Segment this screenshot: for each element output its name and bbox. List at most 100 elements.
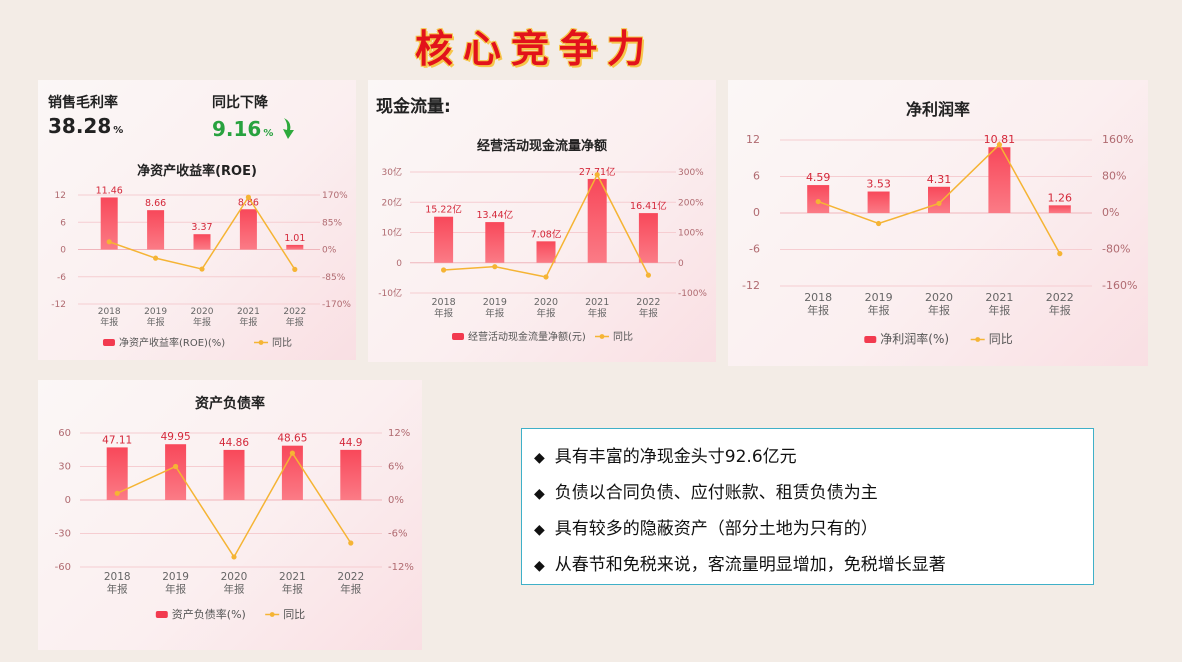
bar-value-label: 3.37: [191, 222, 212, 233]
cash-flow-heading: 现金流量:: [376, 97, 451, 117]
legend-line-label: 同比: [989, 332, 1013, 346]
y-left-tick-label: -30: [55, 529, 71, 540]
y-left-tick-label: -12: [742, 279, 760, 292]
bar: [100, 197, 118, 250]
y-left-tick-label: 0: [396, 259, 402, 269]
x-tick-sublabel: 年报: [282, 583, 303, 596]
y-right-tick-label: -170%: [322, 300, 351, 310]
yoy-point: [292, 266, 298, 272]
yoy-point: [441, 267, 447, 273]
down-arrow-icon: [283, 118, 295, 139]
yoy-label: 同比下降: [212, 95, 268, 111]
x-tick-sublabel: 年报: [1049, 303, 1071, 317]
bullet-item: ◆ 从春节和免税来说，客流量明显增加，免税增长显著: [534, 555, 946, 575]
y-right-tick-label: 80%: [1102, 170, 1126, 183]
y-right-tick-label: 0: [678, 259, 684, 269]
legend-line-label: 同比: [272, 337, 292, 349]
x-tick-label: 2022: [636, 297, 660, 308]
x-tick-sublabel: 年报: [107, 583, 128, 596]
bar-value-label: 49.95: [161, 431, 191, 443]
roe-card: 销售毛利率 38.28% 同比下降 9.16% 净资产收益率(ROE) 12 6 0…: [38, 80, 356, 360]
x-tick-label: 2022: [1046, 291, 1074, 304]
bar-value-label: 15.22亿: [425, 204, 462, 216]
legend-line-dot: [599, 334, 605, 339]
yoy-point: [996, 141, 1002, 148]
yoy-point: [231, 554, 237, 560]
yoy-point: [348, 540, 354, 546]
diamond-icon: ◆: [534, 558, 545, 574]
debt-card: 资产负债率 60 30 0 -30 -60 12% 6% 0% -6% -12% 47.11 49.9…: [38, 380, 422, 650]
x-tick-sublabel: 年报: [165, 583, 186, 596]
x-tick-sublabel: 年报: [340, 583, 361, 596]
bar-value-label: 13.44亿: [476, 209, 513, 221]
legend-line-dot: [258, 340, 264, 345]
y-right-tick-label: 0%: [1102, 206, 1119, 219]
y-left-tick-label: 30: [58, 462, 71, 473]
yoy-value: 9.16%: [212, 114, 298, 141]
bar-value-label: 4.59: [806, 171, 831, 184]
x-tick-label: 2021: [985, 291, 1013, 304]
legend-line-label: 同比: [613, 331, 633, 343]
legend-line-label: 同比: [283, 608, 305, 621]
bar-value-label: 7.08亿: [531, 228, 562, 240]
bar-value-label: 11.46: [96, 185, 123, 196]
legend-bar-label: 经营活动现金流量净额(元): [468, 330, 586, 343]
bar: [434, 216, 454, 263]
x-tick-label: 2020: [191, 307, 214, 317]
x-tick-label: 2022: [337, 571, 364, 583]
x-tick-sublabel: 年报: [147, 316, 165, 328]
bullet-item: ◆ 具有丰富的净现金头寸92.6亿元: [534, 447, 797, 467]
legend-bar-label: 资产负债率(%): [172, 607, 246, 621]
bar: [340, 449, 362, 500]
y-left-tick-label: 12: [746, 133, 760, 146]
yoy-point: [1057, 251, 1063, 257]
bar: [1048, 205, 1071, 213]
yoy-point: [815, 198, 821, 205]
x-tick-label: 2018: [432, 297, 456, 308]
bullet-box: ◆ 具有丰富的净现金头寸92.6亿元 ◆ 负债以合同负债、应付账款、租赁负债为主 ◆…: [521, 428, 1094, 585]
bar: [281, 445, 303, 500]
y-right-tick-label: 200%: [678, 198, 704, 208]
legend-bar-swatch: [155, 611, 168, 618]
x-tick-label: 2020: [534, 297, 558, 308]
bar: [928, 186, 950, 213]
x-tick-label: 2019: [483, 297, 507, 308]
y-left-tick-label: 0: [753, 206, 760, 219]
x-tick-label: 2019: [865, 291, 893, 304]
yoy-point: [114, 490, 120, 496]
y-right-tick-label: -12%: [388, 562, 414, 573]
chart-title-debt: 资产负债率: [195, 396, 265, 412]
x-tick-label: 2018: [104, 571, 131, 583]
y-right-tick-label: -160%: [1102, 279, 1137, 292]
y-right-tick-label: 170%: [322, 191, 348, 201]
x-tick-sublabel: 年报: [224, 583, 245, 596]
bar: [587, 178, 607, 263]
bar-value-label: 1.26: [1048, 191, 1073, 204]
x-tick-sublabel: 年报: [639, 308, 659, 320]
yoy-point: [199, 266, 205, 272]
bar-value-label: 4.31: [927, 173, 952, 186]
x-tick-sublabel: 年报: [434, 308, 454, 320]
y-left-tick-label: 30亿: [382, 166, 402, 178]
y-left-tick-label: 20亿: [382, 196, 402, 208]
bullet-item: ◆ 具有较多的隐蔽资产（部分土地为只有的）: [534, 519, 878, 539]
y-left-tick-label: 6: [753, 170, 760, 183]
yoy-point: [594, 172, 600, 178]
x-tick-sublabel: 年报: [239, 316, 257, 328]
x-tick-label: 2021: [237, 307, 260, 317]
x-tick-label: 2021: [279, 571, 306, 583]
yoy-point: [936, 200, 942, 207]
chart-title-npm: 净利润率: [905, 100, 970, 119]
bar-value-label: 1.01: [284, 233, 305, 244]
y-right-tick-label: 100%: [678, 229, 704, 239]
bar-value-label: 27.71亿: [579, 166, 616, 178]
x-tick-sublabel: 年报: [588, 308, 608, 320]
bar: [147, 210, 165, 250]
y-right-tick-label: 85%: [322, 218, 342, 228]
x-tick-sublabel: 年报: [807, 303, 829, 317]
yoy-point: [876, 220, 882, 227]
bar: [193, 234, 211, 250]
legend-line-dot: [269, 612, 275, 617]
bar-value-label: 3.53: [866, 178, 891, 191]
legend-bar-label: 净利润率(%): [880, 331, 949, 346]
